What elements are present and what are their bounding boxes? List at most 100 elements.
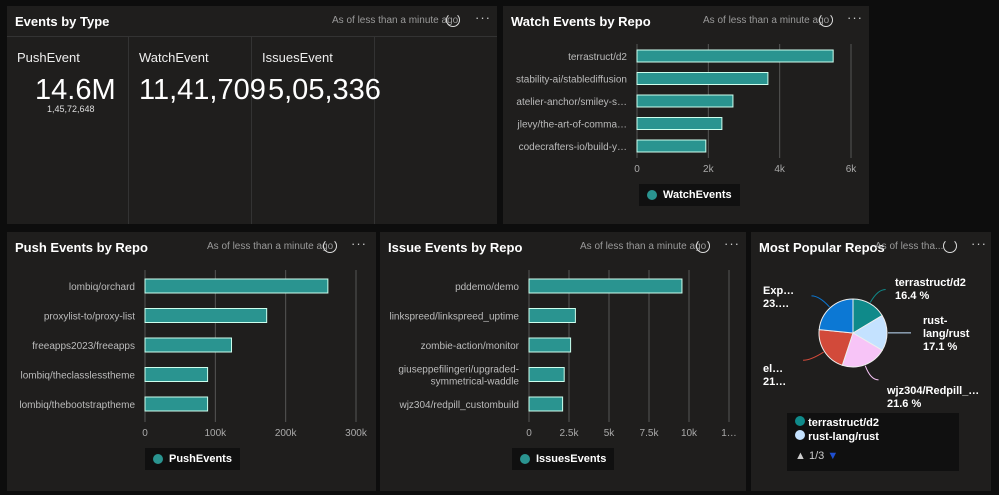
x-tick-label: 1…: [721, 428, 737, 439]
bar: [528, 367, 565, 382]
bar: [528, 337, 572, 353]
tile-value: 5,05,336: [268, 74, 381, 106]
pie-slice: [841, 332, 883, 368]
y-category-label: atelier-anchor/smiley-s…: [516, 97, 627, 108]
leader-line: [864, 365, 879, 381]
slice-label: 23.…: [763, 298, 789, 310]
legend-label: WatchEvents: [663, 189, 732, 201]
y-category-label: proxylist-to/proxy-list: [44, 312, 135, 323]
y-category-label: linkspreed/linkspreed_uptime: [389, 312, 519, 323]
y-category-label: stability-ai/stablediffusion: [516, 75, 627, 86]
slice-label: terrastruct/d2: [895, 277, 966, 289]
tile-label: WatchEvent: [139, 50, 209, 65]
refresh-icon[interactable]: [943, 239, 957, 253]
x-tick-label: 5k: [604, 428, 616, 439]
legend-item[interactable]: terrastruct/d2: [795, 416, 951, 430]
legend-page: 1/3: [808, 450, 825, 462]
legend-label: IssuesEvents: [536, 453, 607, 465]
legend-swatch: [520, 454, 530, 464]
tile-label: IssuesEvent: [262, 50, 333, 65]
y-category-label: symmetrical-waddle: [431, 377, 520, 388]
legend-label: PushEvents: [169, 453, 232, 465]
slice-label: 21.6 %: [887, 398, 921, 410]
pie-legend: terrastruct/d2 rust-lang/rust ▲ 1/3 ▼: [787, 413, 959, 471]
legend-label: terrastruct/d2: [808, 417, 879, 429]
more-options-icon[interactable]: ···: [475, 10, 491, 25]
refresh-icon[interactable]: [446, 13, 460, 27]
bar: [528, 308, 576, 323]
y-category-label: lombiq/thebootstraptheme: [19, 400, 135, 411]
legend-prev-icon[interactable]: ▲: [795, 450, 806, 462]
y-category-label: jlevy/the-art-of-comma…: [517, 120, 627, 131]
refresh-icon[interactable]: [323, 239, 337, 253]
slice-label: rust-: [923, 315, 948, 327]
leader-line: [869, 288, 886, 303]
tile-issues-event: IssuesEvent 5,05,336: [252, 36, 381, 224]
x-tick-label: 100k: [204, 428, 227, 439]
issue-bar-chart: 0 2.5k 5k 7.5k 10k 1… pddemo/demo linkspreed/li…: [389, 270, 737, 439]
panel-title: Most Popular Repos: [759, 240, 885, 255]
panel-title: Issue Events by Repo: [388, 240, 523, 255]
refresh-icon[interactable]: [696, 239, 710, 253]
tile-value: 14.6M: [35, 74, 116, 106]
x-tick-label: 0: [142, 428, 148, 439]
leader-line: [811, 295, 830, 308]
bar: [636, 72, 769, 85]
x-tick-label: 200k: [275, 428, 298, 439]
y-category-label: terrastruct/d2: [568, 52, 627, 63]
slice-label: el…: [763, 363, 783, 375]
x-tick-label: 0: [526, 428, 532, 439]
panel-title: Watch Events by Repo: [511, 14, 651, 29]
tile-value: 11,41,709: [139, 74, 266, 106]
chart-legend[interactable]: PushEvents: [145, 448, 240, 470]
y-category-label: lombiq/theclasslesstheme: [21, 371, 136, 382]
as-of-text: As of less than a minute ago: [580, 241, 707, 252]
bar: [144, 278, 329, 294]
events-by-type-panel: Events by Type As of less than a minute …: [7, 6, 497, 224]
slice-label: lang/rust: [923, 328, 970, 340]
more-options-icon[interactable]: ···: [847, 10, 863, 25]
legend-swatch: [647, 190, 657, 200]
more-options-icon[interactable]: ···: [351, 236, 367, 251]
slice-label: 21…: [763, 376, 786, 388]
as-of-text: As of less tha...: [875, 241, 944, 252]
tile-push-event: PushEvent 14.6M 1,45,72,648: [7, 36, 129, 224]
bar: [144, 396, 209, 412]
bar: [636, 117, 723, 130]
slice-label: 17.1 %: [923, 341, 957, 353]
leader-line: [803, 351, 824, 361]
most-popular-repos-panel: Most Popular Repos As of less tha... ···…: [751, 232, 991, 491]
push-bar-chart: 0 100k 200k 300k lombiq/orchard proxylist-to/…: [19, 270, 368, 439]
panel-title: Push Events by Repo: [15, 240, 148, 255]
y-category-label: freeapps2023/freeapps: [32, 341, 135, 352]
bar: [636, 94, 734, 108]
x-tick-label: 10k: [681, 428, 698, 439]
y-category-label: lombiq/orchard: [69, 282, 135, 293]
chart-legend[interactable]: IssuesEvents: [512, 448, 615, 470]
refresh-icon[interactable]: [819, 13, 833, 27]
more-options-icon[interactable]: ···: [971, 236, 987, 251]
x-tick-label: 2k: [703, 164, 715, 175]
pie-slice: [818, 329, 854, 366]
push-events-panel: Push Events by Repo As of less than a mi…: [7, 232, 376, 491]
bar: [144, 367, 209, 382]
y-category-label: giuseppefilingeri/upgraded-: [398, 365, 519, 376]
legend-next-icon[interactable]: ▼: [827, 450, 839, 462]
watch-bar-chart: 0 2k 4k 6k terrastruct/d2 stability-ai/stable…: [516, 44, 857, 175]
chart-legend[interactable]: WatchEvents: [639, 184, 740, 206]
x-tick-label: 7.5k: [640, 428, 660, 439]
as-of-text: As of less than a minute ago: [703, 15, 830, 26]
y-category-label: zombie-action/monitor: [421, 341, 520, 352]
x-tick-label: 300k: [345, 428, 368, 439]
y-category-label: codecrafters-io/build-y…: [519, 142, 627, 153]
legend-swatch: [153, 454, 163, 464]
more-options-icon[interactable]: ···: [724, 236, 740, 251]
tile-watch-event: WatchEvent 11,41,709: [129, 36, 266, 224]
slice-label: wjz304/Redpill_…: [886, 385, 979, 397]
bar: [636, 49, 834, 63]
bar: [528, 396, 564, 412]
legend-item[interactable]: rust-lang/rust: [795, 430, 951, 444]
issue-events-panel: Issue Events by Repo As of less than a m…: [380, 232, 746, 491]
legend-label: rust-lang/rust: [808, 431, 879, 443]
